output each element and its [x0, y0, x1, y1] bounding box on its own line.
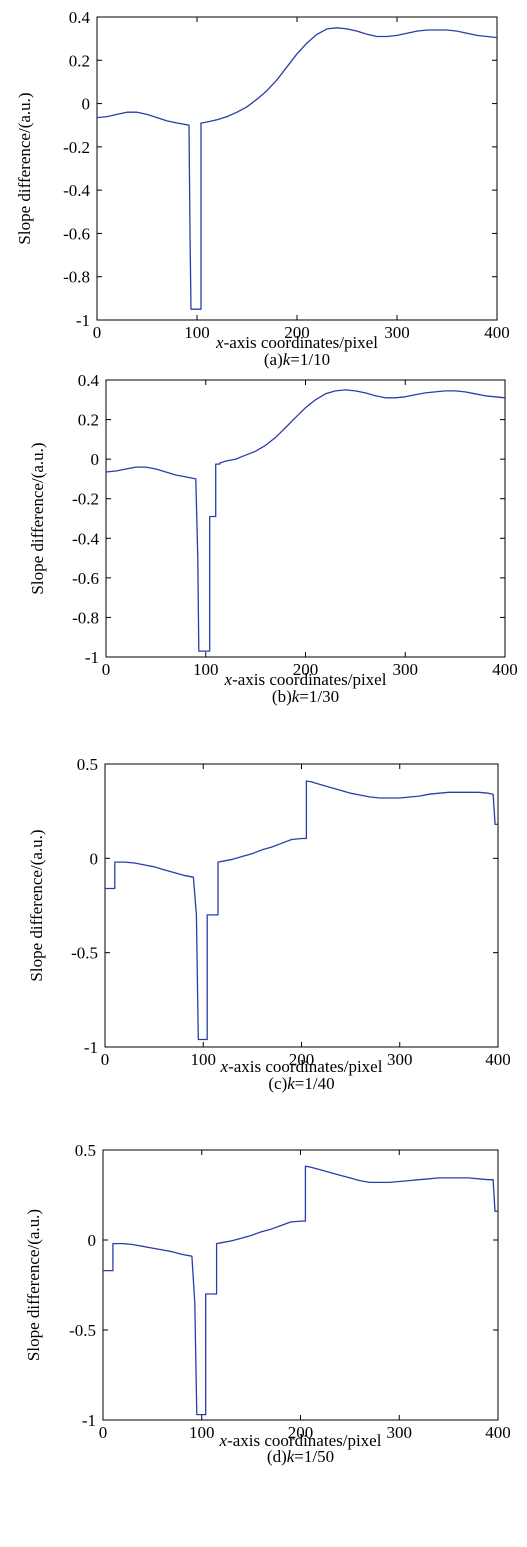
caption-value: =1/50: [294, 1447, 334, 1466]
y-tick-label: -0.8: [72, 608, 99, 627]
x-tick-label: 200: [289, 1050, 315, 1069]
y-tick-label: -1: [84, 1038, 98, 1057]
y-tick-label: 0: [82, 95, 91, 114]
panel-caption: (c)k=1/40: [268, 1074, 334, 1093]
x-tick-label: 200: [284, 323, 310, 342]
caption-value: =1/10: [290, 350, 330, 369]
x-tick-label: 0: [93, 323, 102, 342]
plot-frame: [96, 16, 498, 321]
y-tick-label: 0: [88, 1231, 97, 1250]
plot-frame: [102, 1149, 499, 1421]
x-tick-label: 300: [393, 660, 419, 679]
plot-frame: [105, 379, 506, 658]
series-line: [96, 27, 498, 310]
x-axis-label-text: -axis coordinates/pixel: [227, 1431, 382, 1450]
caption-value: =1/30: [299, 687, 339, 706]
y-tick-label: -1: [85, 648, 99, 667]
x-tick-label: 300: [387, 1050, 413, 1069]
y-tick-label: 0.5: [77, 755, 98, 774]
x-tick-label: 200: [293, 660, 319, 679]
x-tick-label: 400: [485, 1050, 511, 1069]
y-tick-label: -0.8: [63, 268, 90, 287]
x-axis-label: x-axis coordinates/pixel: [224, 670, 387, 689]
y-tick-label: -1: [76, 311, 90, 330]
x-axis-label-text: -axis coordinates/pixel: [228, 1057, 383, 1076]
y-tick-label: -0.6: [63, 224, 90, 243]
series-line: [103, 1165, 498, 1416]
x-tick-label: 300: [387, 1423, 413, 1442]
y-tick-label: 0.4: [78, 371, 100, 390]
x-tick-label: 100: [189, 1423, 215, 1442]
caption-prefix: (a): [264, 350, 283, 369]
panel-caption: (d)k=1/50: [267, 1447, 334, 1466]
panel-caption: (b)k=1/30: [272, 687, 339, 706]
caption-k: k: [287, 1447, 295, 1466]
y-tick-label: 0.4: [69, 8, 91, 27]
x-tick-label: 100: [191, 1050, 217, 1069]
y-tick-label: -0.5: [71, 944, 98, 963]
x-tick-label: 200: [288, 1423, 314, 1442]
caption-k: k: [292, 687, 300, 706]
y-tick-label: -0.4: [72, 529, 99, 548]
chart-panel-3: 0 100 200 300 400 -1 -0.5 0 0.5 Slope difference/…: [27, 755, 511, 1093]
x-axis-label-var: x: [220, 1057, 229, 1076]
y-axis-label: Slope difference/(a.u.): [27, 829, 46, 981]
x-tick-label: 400: [484, 323, 510, 342]
x-tick-label: 0: [101, 1050, 110, 1069]
y-axis-label: Slope difference/(a.u.): [28, 442, 47, 594]
x-axis-label-var: x: [215, 333, 224, 352]
x-tick-label: 400: [485, 1423, 511, 1442]
y-tick-label: 0: [90, 849, 99, 868]
y-tick-label: -0.4: [63, 181, 90, 200]
y-axis-label: Slope difference/(a.u.): [24, 1209, 43, 1361]
x-axis-label: x-axis coordinates/pixel: [220, 1057, 383, 1076]
caption-prefix: (c): [268, 1074, 287, 1093]
x-axis-label: x-axis coordinates/pixel: [219, 1431, 382, 1450]
y-tick-label: -0.2: [63, 138, 90, 157]
chart-panel-4: 0 100 200 300 400 -1 -0.5 0 0.5 Slope difference/…: [24, 1141, 511, 1466]
y-tick-label: -0.2: [72, 490, 99, 509]
y-tick-label: -0.5: [69, 1321, 96, 1340]
x-tick-label: 300: [384, 323, 410, 342]
plot-frame: [104, 763, 499, 1048]
series-line: [105, 389, 506, 652]
y-tick-label: -1: [82, 1411, 96, 1430]
y-tick-label: 0.2: [69, 51, 90, 70]
x-axis-label-var: x: [224, 670, 233, 689]
caption-prefix: (b): [272, 687, 292, 706]
caption-value: =1/40: [295, 1074, 335, 1093]
x-tick-label: 100: [184, 323, 210, 342]
y-tick-label: 0.5: [75, 1141, 96, 1160]
chart-panel-2: 0 100 200 300 400 -1 -0.8 -0.6 -0.4 -0.2 0 0.2 0.4 Sl…: [28, 371, 518, 706]
series-line: [105, 780, 498, 1041]
x-tick-label: 0: [99, 1423, 108, 1442]
caption-k: k: [287, 1074, 295, 1093]
x-tick-label: 0: [102, 660, 111, 679]
y-tick-label: -0.6: [72, 569, 99, 588]
y-tick-label: 0.2: [78, 411, 99, 430]
x-axis-label-text: -axis coordinates/pixel: [232, 670, 387, 689]
x-axis-label: x-axis coordinates/pixel: [215, 333, 378, 352]
x-tick-label: 100: [193, 660, 219, 679]
panel-caption: (a)k=1/10: [264, 350, 330, 369]
caption-k: k: [283, 350, 291, 369]
chart-panel-1: 0 100 200 300 400 -1 -0.8 -0.6 -0.4 -0.2 0 0.2 0.4 Sl…: [15, 8, 510, 369]
x-tick-label: 400: [492, 660, 518, 679]
y-axis-label: Slope difference/(a.u.): [15, 92, 34, 244]
x-axis-label-text: -axis coordinates/pixel: [224, 333, 379, 352]
x-axis-label-var: x: [219, 1431, 228, 1450]
caption-prefix: (d): [267, 1447, 287, 1466]
y-tick-label: 0: [91, 450, 100, 469]
